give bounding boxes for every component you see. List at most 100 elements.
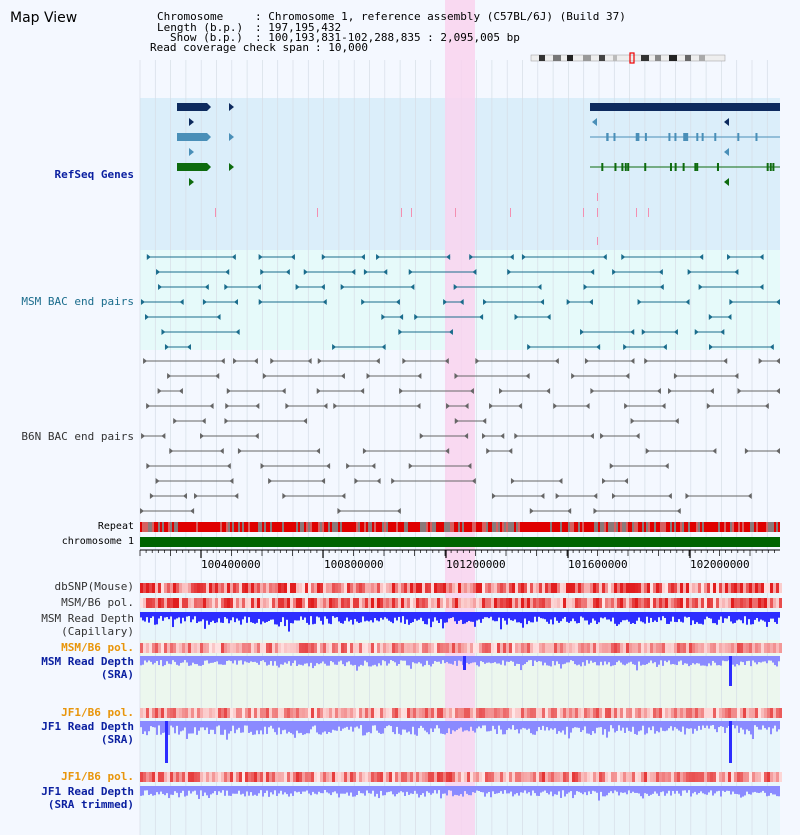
repeat-cell <box>744 522 746 532</box>
msm-capillary-depth-bar <box>456 612 458 624</box>
dbsnp-cell <box>467 583 470 593</box>
repeat-cell <box>720 522 722 532</box>
jf1-sra-depth-bar-spike[interactable] <box>165 721 168 763</box>
dbsnp-cell <box>668 583 671 593</box>
jf1-sra-depth-bar <box>604 721 606 730</box>
track-label-msm-bac[interactable]: MSM BAC end pairs <box>21 295 134 308</box>
track-label-refseq[interactable]: RefSeq Genes <box>54 168 134 181</box>
gene-feature[interactable] <box>590 103 780 111</box>
dbsnp-cell <box>305 583 308 593</box>
jf1-b6-pol-cell <box>236 708 239 718</box>
msm-capillary-depth-bar <box>728 612 730 617</box>
track-label-jf1-depth-sra[interactable]: JF1 Read Depth <box>41 720 134 733</box>
dbsnp-cell <box>371 583 374 593</box>
jf1-b6-pol-cell <box>140 708 143 718</box>
jf1-trimmed-depth-bar <box>214 786 216 792</box>
jf1-trimmed-depth-bar <box>602 786 604 797</box>
track-label-b6n-bac[interactable]: B6N BAC end pairs <box>21 430 134 443</box>
jf1-sra-depth-bar <box>290 721 292 734</box>
dbsnp-cell <box>476 583 479 593</box>
msm-capillary-depth-bar <box>282 612 284 618</box>
jf1-trimmed-depth-bar <box>722 786 724 791</box>
repeat-cell <box>162 522 164 532</box>
msm-b6-pol-cell <box>644 598 647 608</box>
b6n-bac-pair-end <box>593 508 598 514</box>
repeat-cell <box>752 522 754 532</box>
jf1-sra-depth-bar <box>696 721 698 731</box>
highlight-region[interactable] <box>445 0 475 835</box>
msm-b6-pol-2-cell <box>215 643 218 653</box>
jf1-trimmed-depth-bar <box>536 786 538 796</box>
msm-b6-pol-cell <box>731 598 734 608</box>
msm-sra-depth-bar-spike[interactable] <box>729 656 732 686</box>
track-label-jf1-depth-trimmed[interactable]: JF1 Read Depth <box>41 785 134 798</box>
chromosome-bar[interactable] <box>140 537 780 547</box>
msm-sra-depth-bar <box>646 656 648 665</box>
msm-b6-pol-cell <box>356 598 359 608</box>
dbsnp-cell <box>389 583 392 593</box>
length-value: : 197,195,432 <box>255 21 342 34</box>
repeat-cell <box>340 522 342 532</box>
track-label-jf1-b6-pol[interactable]: JF1/B6 pol. <box>61 706 134 719</box>
repeat-cell <box>192 522 194 532</box>
msm-bac-pair-end <box>260 269 265 275</box>
b6n-bac-pair-end <box>776 448 780 454</box>
dbsnp-cell <box>728 583 731 593</box>
gene-feature[interactable] <box>177 163 207 171</box>
jf1-sra-depth-bar <box>560 721 562 733</box>
dbsnp-cell <box>575 583 578 593</box>
repeat-cell <box>634 522 636 532</box>
jf1-sra-depth-bar <box>464 721 466 731</box>
jf1-sra-depth-bar <box>732 721 734 726</box>
msm-capillary-depth-bar <box>336 612 338 618</box>
msm-b6-pol-2-cell <box>386 643 389 653</box>
msm-capillary-depth-bar <box>206 612 208 621</box>
jf1-b6-pol-2-cell <box>605 772 608 782</box>
msm-b6-pol-2-cell <box>281 643 284 653</box>
msm-capillary-depth-bar <box>512 612 514 621</box>
msm-bac-pair-end <box>602 254 607 260</box>
jf1-trimmed-depth-bar <box>742 786 744 797</box>
jf1-sra-depth-bar-spike[interactable] <box>729 721 732 763</box>
msm-b6-pol-cell <box>770 598 773 608</box>
msm-b6-pol-cell <box>341 598 344 608</box>
gene-feature[interactable] <box>177 133 207 141</box>
msm-b6-pol-2-cell <box>581 643 584 653</box>
track-label-dbsnp[interactable]: dbSNP(Mouse) <box>54 580 134 593</box>
repeat-cell <box>712 522 714 532</box>
msm-b6-pol-2-cell <box>272 643 275 653</box>
dbsnp-cell <box>563 583 566 593</box>
jf1-b6-pol-cell <box>467 708 470 718</box>
msm-b6-pol-cell <box>698 598 701 608</box>
msm-capillary-depth-bar <box>328 612 330 624</box>
jf1-trimmed-depth-bar <box>608 786 610 793</box>
repeat-cell <box>460 522 462 532</box>
jf1-b6-pol-2-cell <box>461 772 464 782</box>
chromosome-ideogram[interactable] <box>529 52 729 64</box>
msm-sra-depth-bar-spike[interactable] <box>463 656 466 670</box>
track-label-jf1-b6-pol-2[interactable]: JF1/B6 pol. <box>61 770 134 783</box>
jf1-b6-pol-cell <box>212 708 215 718</box>
jf1-sra-depth-bar <box>174 721 176 734</box>
repeat-cell <box>226 522 228 532</box>
b6n-bac-pair-end <box>454 418 459 424</box>
repeat-cell <box>684 522 686 532</box>
jf1-sra-depth-bar <box>286 721 288 734</box>
msm-b6-pol-2-cell <box>461 643 464 653</box>
jf1-b6-pol-cell <box>437 708 440 718</box>
msm-bac-pair-end <box>630 329 635 335</box>
jf1-b6-pol-2-cell <box>377 772 380 782</box>
msm-capillary-depth-bar <box>396 612 398 621</box>
jf1-b6-pol-2-cell <box>230 772 233 782</box>
track-label-msm-depth-capillary[interactable]: MSM Read Depth <box>41 612 134 625</box>
repeat-cell <box>222 522 224 532</box>
msm-sra-depth-bar <box>302 656 304 666</box>
track-label-msm-b6-pol-2[interactable]: MSM/B6 pol. <box>61 641 134 654</box>
gene-feature[interactable] <box>177 103 207 111</box>
track-label-msm-depth-sra[interactable]: MSM Read Depth <box>41 655 134 668</box>
track-label-msm-b6-pol[interactable]: MSM/B6 pol. <box>61 596 134 609</box>
dbsnp-cell <box>590 583 593 593</box>
gene-arrow <box>229 103 234 111</box>
